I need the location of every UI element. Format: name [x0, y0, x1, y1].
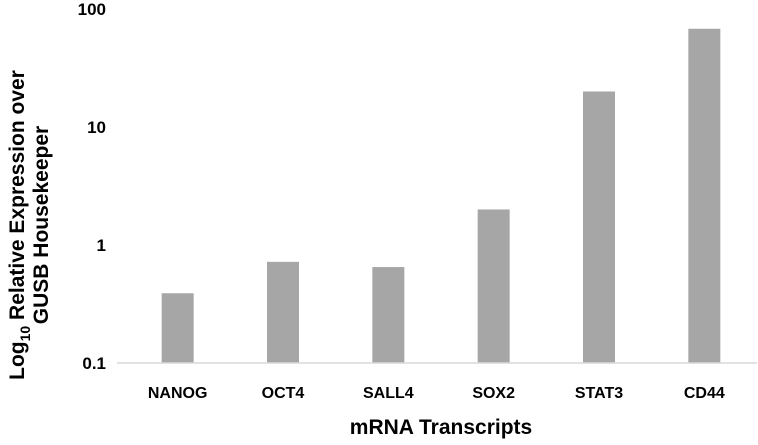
- bar-sox2: [477, 209, 510, 363]
- bar-oct4: [267, 261, 299, 363]
- bars: [161, 28, 721, 364]
- x-tick-label: STAT3: [575, 385, 623, 402]
- y-tick-label: 100: [78, 0, 106, 19]
- y-axis-title-line2: GUSB Housekeeper: [30, 126, 53, 324]
- x-tick-label: SALL4: [363, 385, 414, 402]
- bar-nanog: [161, 293, 194, 363]
- x-axis-ticks: NANOG OCT4 SALL4 SOX2 STAT3 CD44: [148, 385, 725, 402]
- y-axis-title-subscript: 10: [17, 326, 33, 342]
- y-tick-label: 1: [97, 236, 106, 255]
- bar-cd44: [688, 28, 721, 364]
- y-axis-title-prefix: Log: [6, 341, 29, 379]
- y-tick-label: 10: [87, 118, 106, 137]
- x-tick-label: OCT4: [262, 385, 305, 402]
- y-axis-ticks: 0.1 1 10 100: [78, 0, 106, 373]
- y-axis-title: Log10 Relative Expression over: [6, 70, 33, 380]
- x-axis-title: mRNA Transcripts: [350, 416, 532, 439]
- x-tick-label: NANOG: [148, 385, 208, 402]
- x-tick-label: CD44: [684, 385, 725, 402]
- bar-sall4: [372, 267, 405, 363]
- y-axis-title-line1: Relative Expression over: [6, 70, 29, 326]
- x-tick-label: SOX2: [472, 385, 515, 402]
- bar-stat3: [583, 91, 615, 364]
- y-tick-label: 0.1: [82, 354, 106, 373]
